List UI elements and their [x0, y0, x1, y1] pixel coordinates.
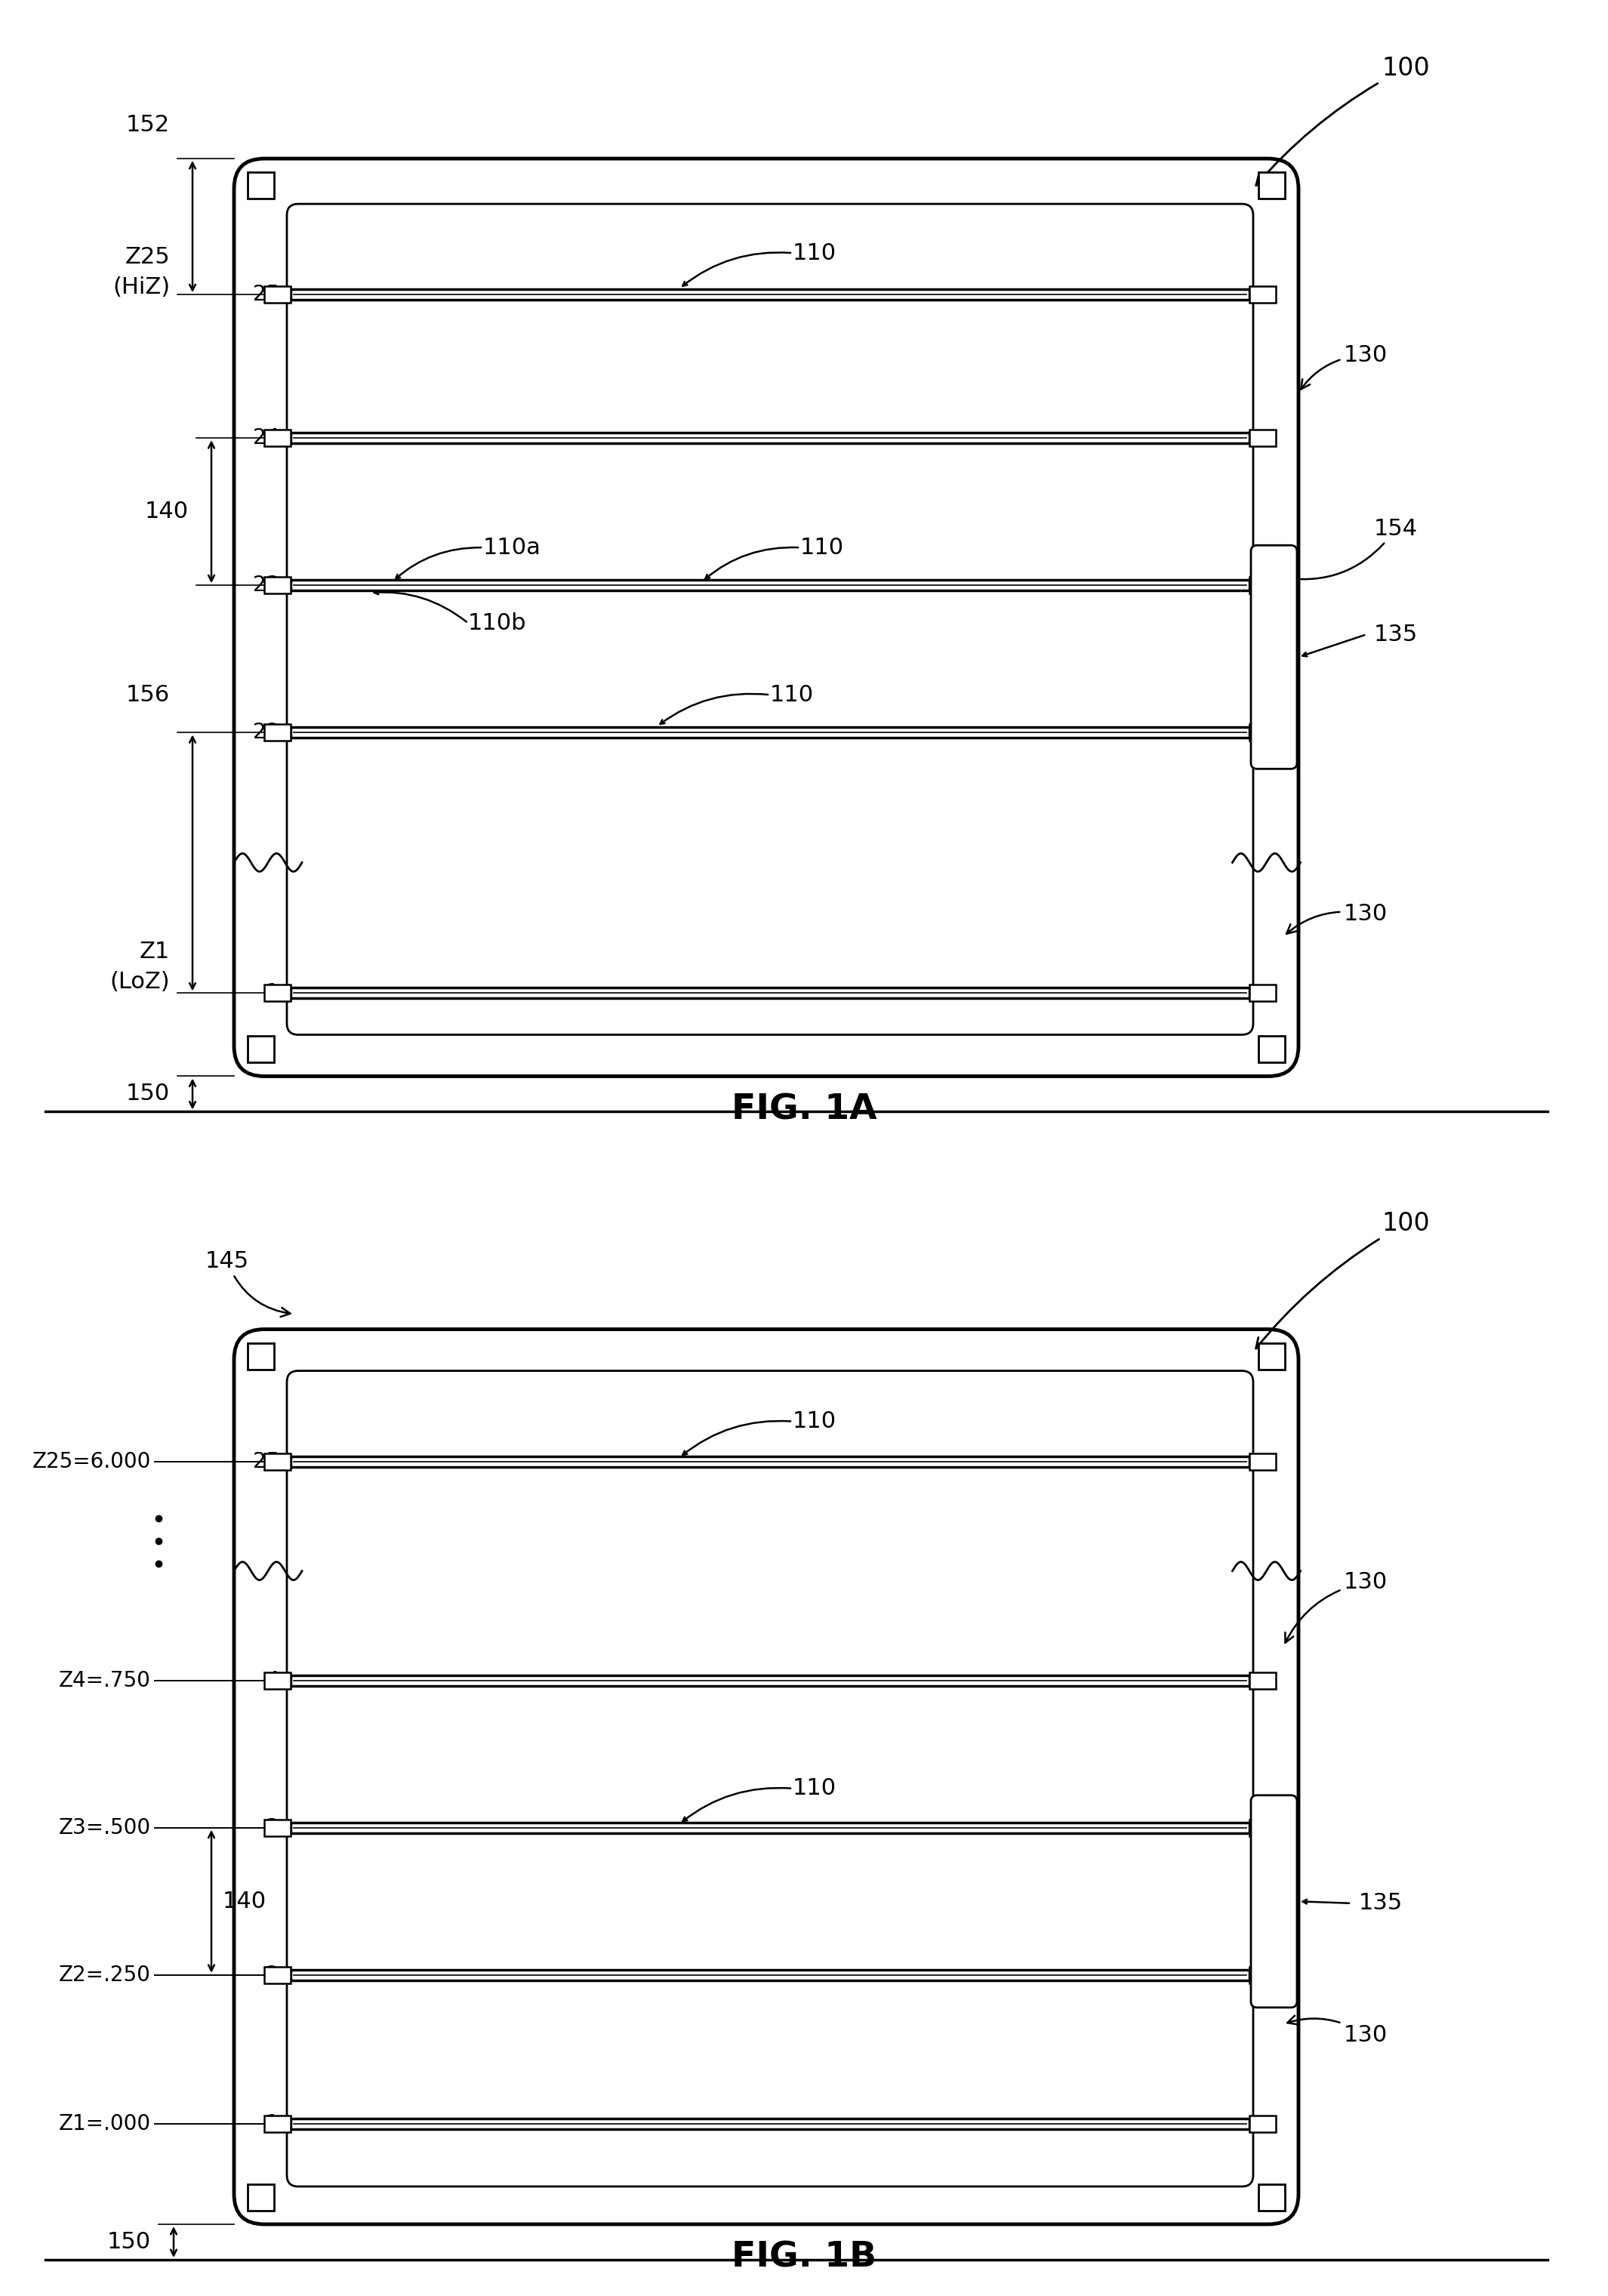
- Text: 1: 1: [265, 983, 280, 1003]
- Bar: [291, 1676, 1249, 1685]
- Bar: [248, 1343, 273, 1368]
- Text: 4: 4: [265, 1669, 280, 1692]
- Text: 150: 150: [108, 2232, 151, 2252]
- Text: 150: 150: [125, 1084, 170, 1104]
- Bar: [264, 1968, 291, 1984]
- Text: 156: 156: [125, 684, 170, 705]
- Bar: [1249, 1671, 1275, 1690]
- FancyBboxPatch shape: [286, 1371, 1253, 2186]
- Bar: [1249, 1453, 1275, 1469]
- Bar: [1249, 576, 1275, 595]
- Text: Z2=.250: Z2=.250: [59, 1965, 151, 1986]
- Text: 145: 145: [206, 1251, 291, 1318]
- Bar: [291, 2119, 1249, 2128]
- Text: 22: 22: [252, 721, 280, 744]
- Text: Z25: Z25: [125, 246, 170, 269]
- Text: 110: 110: [770, 684, 814, 705]
- Bar: [264, 1671, 291, 1690]
- Text: 1: 1: [265, 2112, 280, 2135]
- Bar: [1259, 1343, 1285, 1368]
- Text: 3: 3: [265, 1816, 280, 1839]
- FancyBboxPatch shape: [286, 204, 1253, 1035]
- Bar: [1249, 1968, 1275, 1984]
- Text: 130: 130: [1285, 1570, 1388, 1642]
- Text: FIG. 1B: FIG. 1B: [732, 2241, 876, 2275]
- Text: 154: 154: [1288, 517, 1418, 583]
- Bar: [248, 2183, 273, 2211]
- Text: 135: 135: [1359, 1892, 1402, 1915]
- Bar: [264, 985, 291, 1001]
- Text: 110a: 110a: [482, 537, 542, 558]
- FancyBboxPatch shape: [1251, 1795, 1298, 2007]
- Bar: [1249, 429, 1275, 445]
- Bar: [291, 1823, 1249, 1832]
- Text: 130: 130: [1286, 902, 1388, 934]
- Text: 23: 23: [252, 574, 280, 597]
- Text: 24: 24: [252, 427, 280, 448]
- Text: 110b: 110b: [468, 613, 526, 634]
- Bar: [291, 432, 1249, 443]
- Text: 100: 100: [1256, 1210, 1430, 1348]
- Text: Z4=.750: Z4=.750: [59, 1669, 151, 1692]
- Bar: [291, 581, 1249, 590]
- FancyBboxPatch shape: [235, 1329, 1299, 2225]
- Bar: [1259, 2183, 1285, 2211]
- Bar: [248, 172, 273, 200]
- Bar: [1249, 1818, 1275, 1837]
- Text: Z3=.500: Z3=.500: [59, 1816, 151, 1839]
- Bar: [1249, 287, 1275, 303]
- Bar: [264, 2115, 291, 2133]
- Text: 25: 25: [252, 1451, 280, 1472]
- Bar: [1249, 985, 1275, 1001]
- FancyBboxPatch shape: [1251, 546, 1298, 769]
- Bar: [248, 1035, 273, 1063]
- Bar: [264, 1818, 291, 1837]
- Bar: [1259, 172, 1285, 200]
- Text: 110: 110: [793, 241, 836, 264]
- Text: Z1: Z1: [140, 941, 170, 962]
- FancyBboxPatch shape: [235, 158, 1299, 1077]
- Text: 130: 130: [1301, 344, 1388, 390]
- Text: 2: 2: [265, 1965, 280, 1986]
- Text: Z25=6.000: Z25=6.000: [32, 1451, 151, 1472]
- Text: 140: 140: [222, 1890, 267, 1913]
- Text: 140: 140: [145, 501, 188, 523]
- Bar: [264, 429, 291, 445]
- Bar: [264, 723, 291, 742]
- Bar: [1259, 1035, 1285, 1063]
- Text: 25: 25: [252, 285, 280, 305]
- Bar: [291, 289, 1249, 301]
- Text: 110: 110: [793, 1410, 836, 1433]
- Bar: [264, 287, 291, 303]
- Bar: [264, 1453, 291, 1469]
- Text: Z1=.000: Z1=.000: [59, 2112, 151, 2135]
- Text: 110: 110: [801, 537, 844, 558]
- Text: 152: 152: [125, 115, 170, 135]
- Text: 100: 100: [1256, 55, 1430, 186]
- Bar: [291, 987, 1249, 999]
- Text: 135: 135: [1373, 625, 1418, 645]
- Bar: [1249, 2115, 1275, 2133]
- Bar: [264, 576, 291, 595]
- Bar: [291, 728, 1249, 737]
- Bar: [1249, 723, 1275, 742]
- Text: 130: 130: [1288, 2016, 1388, 2046]
- Text: (LoZ): (LoZ): [109, 971, 170, 992]
- Text: FIG. 1A: FIG. 1A: [732, 1093, 876, 1127]
- Bar: [291, 1970, 1249, 1979]
- Text: (HiZ): (HiZ): [113, 276, 170, 298]
- Text: 110: 110: [793, 1777, 836, 1800]
- Bar: [291, 1456, 1249, 1467]
